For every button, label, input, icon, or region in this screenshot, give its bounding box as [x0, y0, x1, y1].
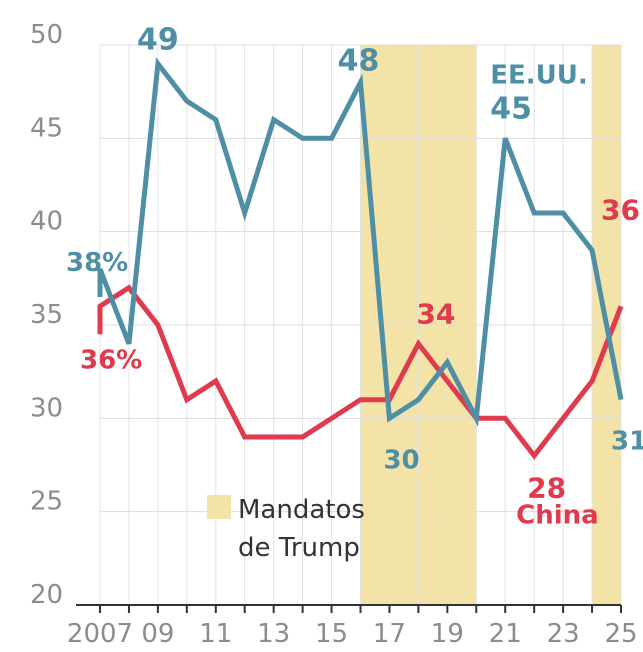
y-tick-label: 50 — [30, 20, 63, 50]
y-tick-label: 20 — [30, 580, 63, 610]
y-axis: 20 25 30 35 40 45 50 — [30, 20, 63, 610]
legend: Mandatos de Trump — [207, 495, 365, 563]
x-axis: 2007 09 11 13 15 17 19 21 23 25 — [67, 604, 638, 649]
y-tick-label: 25 — [30, 487, 63, 517]
data-label: 38% — [66, 248, 128, 278]
y-tick-label: 30 — [30, 393, 63, 423]
data-label: 45 — [490, 91, 532, 126]
data-label: 28 — [527, 472, 566, 505]
x-tick-label: 15 — [315, 619, 348, 649]
data-label: EE.UU. — [490, 60, 588, 90]
data-label: 36 — [601, 193, 640, 226]
x-tick-label: 13 — [257, 619, 290, 649]
data-label: 36% — [80, 345, 142, 375]
x-tick-label: 23 — [547, 619, 580, 649]
y-tick-label: 35 — [30, 300, 63, 330]
y-tick-label: 40 — [30, 207, 63, 237]
x-tick-label: 21 — [489, 619, 522, 649]
x-tick-label: 17 — [373, 619, 406, 649]
series-line-china — [97, 284, 624, 460]
series-lines — [97, 57, 624, 460]
x-tick-label: 11 — [199, 619, 232, 649]
data-label: 34 — [416, 298, 455, 331]
y-tick-label: 45 — [30, 113, 63, 143]
data-label: 48 — [338, 43, 380, 78]
data-label: 31 — [611, 427, 643, 457]
x-tick-label: 19 — [431, 619, 464, 649]
data-label: 30 — [383, 445, 419, 475]
legend-label-line1: Mandatos — [238, 495, 365, 525]
data-label: 49 — [137, 23, 179, 58]
x-tick-label: 25 — [604, 619, 637, 649]
legend-swatch — [207, 495, 231, 519]
x-tick-label: 09 — [141, 619, 174, 649]
x-tick-label: 2007 — [67, 619, 133, 649]
grid — [99, 44, 622, 605]
series-line-eeuu — [97, 57, 624, 427]
data-label: China — [516, 501, 599, 531]
legend-label-line2: de Trump — [238, 533, 360, 563]
